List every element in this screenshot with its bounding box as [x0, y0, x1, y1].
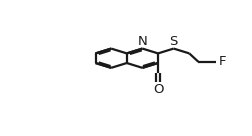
Text: N: N	[137, 35, 147, 48]
Text: O: O	[152, 83, 163, 96]
Text: F: F	[217, 55, 225, 68]
Text: S: S	[169, 35, 177, 48]
